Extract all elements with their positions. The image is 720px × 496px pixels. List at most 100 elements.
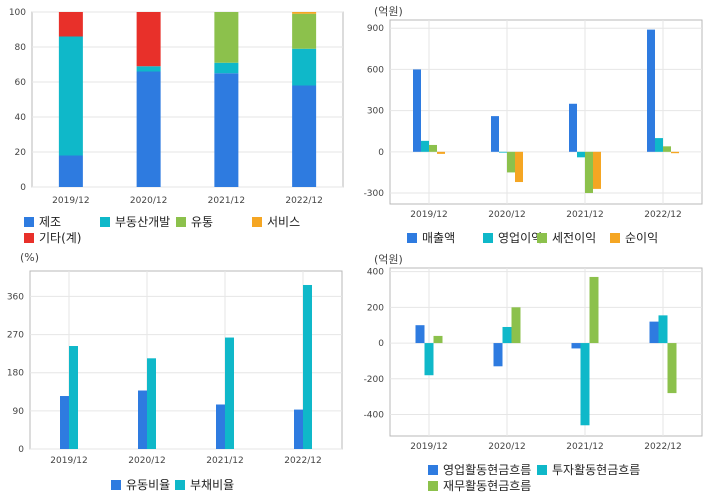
bar bbox=[671, 151, 679, 154]
sales-mix-legend: 제조 부동산개발 유통 서비스 기타(계) bbox=[0, 0, 360, 250]
legend-label: 세전이익 bbox=[552, 231, 597, 245]
y-tick-label: 40 bbox=[15, 113, 27, 123]
sales-mix-chart: 0 20 40 60 80 100 2019/12 2020/12 2021/12 2022/12… bbox=[0, 0, 360, 250]
bar bbox=[58, 12, 83, 37]
legend-label: 투자활동현금흐름 bbox=[552, 463, 641, 477]
ratios-unit-label: (%) bbox=[20, 251, 40, 264]
bar bbox=[569, 103, 577, 152]
bar bbox=[502, 326, 512, 344]
bar bbox=[136, 71, 161, 187]
y-tick-label: 20 bbox=[15, 148, 27, 158]
bar bbox=[437, 151, 445, 154]
bar bbox=[491, 116, 499, 152]
bar bbox=[58, 36, 83, 156]
legend-item: 유동비율 bbox=[111, 476, 170, 493]
y-tick-label: 900 bbox=[367, 24, 384, 34]
bar bbox=[60, 396, 69, 449]
y-tick-label: 200 bbox=[367, 303, 384, 313]
x-tick-label: 2022/12 bbox=[284, 456, 321, 466]
legend-item: 서비스 bbox=[252, 213, 300, 230]
bar bbox=[655, 138, 663, 152]
legend-label: 기타(계) bbox=[39, 231, 82, 245]
bar bbox=[433, 335, 443, 344]
bar bbox=[292, 85, 317, 187]
legend-label: 영업이익 bbox=[498, 231, 543, 245]
legend-swatch bbox=[252, 216, 262, 227]
legend-item: 유통 bbox=[176, 213, 213, 230]
y-tick-label: 400 bbox=[367, 268, 384, 278]
legend-item: 순이익 bbox=[610, 229, 658, 246]
bar bbox=[571, 343, 581, 349]
legend-swatch bbox=[537, 464, 547, 475]
y-tick-label: 90 bbox=[13, 407, 25, 417]
y-tick-label: 80 bbox=[15, 43, 27, 53]
legend-swatch bbox=[428, 480, 438, 491]
bar bbox=[292, 12, 317, 14]
y-tick-label: -200 bbox=[364, 375, 385, 385]
bar bbox=[667, 343, 677, 394]
legend-swatch bbox=[175, 479, 185, 490]
bar bbox=[136, 66, 161, 72]
x-tick-label: 2020/12 bbox=[128, 456, 165, 466]
bar bbox=[136, 12, 161, 67]
bar bbox=[294, 409, 303, 449]
bar bbox=[515, 151, 523, 183]
x-tick-label: 2019/12 bbox=[410, 442, 447, 452]
bar bbox=[589, 276, 599, 344]
bar bbox=[649, 321, 659, 344]
x-tick-label: 2021/12 bbox=[208, 196, 245, 206]
y-tick-label: 600 bbox=[367, 65, 384, 75]
legend-item: 매출액 bbox=[407, 229, 455, 246]
x-tick-label: 2021/12 bbox=[566, 442, 603, 452]
bar bbox=[424, 343, 434, 376]
cashflow-chart: (억원) -400 -200 0 200 400 2019/12 2020/12 2021/1… bbox=[360, 248, 720, 496]
bar bbox=[421, 140, 429, 152]
y-tick-label: 360 bbox=[7, 292, 24, 302]
legend-swatch bbox=[24, 232, 34, 243]
legend-label: 유통 bbox=[191, 215, 214, 229]
bar bbox=[647, 29, 655, 152]
x-tick-label: 2019/12 bbox=[50, 456, 87, 466]
bar bbox=[225, 337, 234, 449]
x-tick-label: 2022/12 bbox=[644, 442, 681, 452]
income-chart: (억원) -300 0 300 600 900 2019/12 2020/12 2021/12… bbox=[360, 0, 720, 250]
bar bbox=[214, 12, 239, 63]
bar bbox=[663, 146, 671, 152]
bar bbox=[493, 343, 503, 367]
y-tick-label: 0 bbox=[20, 183, 26, 193]
x-tick-label: 2022/12 bbox=[644, 210, 681, 220]
y-tick-label: 60 bbox=[15, 78, 27, 88]
x-tick-label: 2021/12 bbox=[566, 210, 603, 220]
legend-item: 세전이익 bbox=[537, 229, 596, 246]
legend-item: 영업이익 bbox=[483, 229, 542, 246]
bar bbox=[69, 346, 78, 449]
x-tick-label: 2022/12 bbox=[285, 196, 322, 206]
legend-swatch bbox=[428, 464, 438, 475]
legend-label: 영업활동현금흐름 bbox=[443, 463, 532, 477]
cashflow-plot: -400 -200 0 200 400 2019/12 2020/12 2021/12 2022… bbox=[364, 267, 703, 452]
x-tick-label: 2021/12 bbox=[206, 456, 243, 466]
cashflow-unit-label: (억원) bbox=[374, 253, 403, 266]
legend-swatch bbox=[610, 232, 620, 243]
bar bbox=[415, 325, 425, 344]
y-tick-label: -300 bbox=[364, 189, 385, 199]
y-tick-label: 0 bbox=[378, 339, 384, 349]
x-tick-label: 2020/12 bbox=[130, 196, 167, 206]
legend-item: 영업활동현금흐름 bbox=[428, 461, 531, 478]
bar bbox=[429, 144, 437, 152]
legend-swatch bbox=[111, 479, 121, 490]
legend-label: 매출액 bbox=[422, 231, 456, 245]
income-legend: 매출액 영업이익 세전이익 순이익 bbox=[360, 0, 720, 250]
ratios-legend: 유동비율 부채비율 bbox=[0, 248, 360, 496]
x-tick-label: 2019/12 bbox=[52, 196, 89, 206]
y-tick-label: 0 bbox=[18, 445, 24, 455]
legend-item: 부동산개발 bbox=[100, 213, 170, 230]
bar bbox=[499, 151, 507, 153]
legend-swatch bbox=[407, 232, 417, 243]
legend-swatch bbox=[24, 216, 34, 227]
legend-swatch bbox=[176, 216, 186, 227]
bar bbox=[216, 404, 225, 449]
y-tick-label: 0 bbox=[378, 148, 384, 158]
legend-label: 유동비율 bbox=[126, 478, 171, 492]
legend-label: 서비스 bbox=[267, 215, 301, 229]
